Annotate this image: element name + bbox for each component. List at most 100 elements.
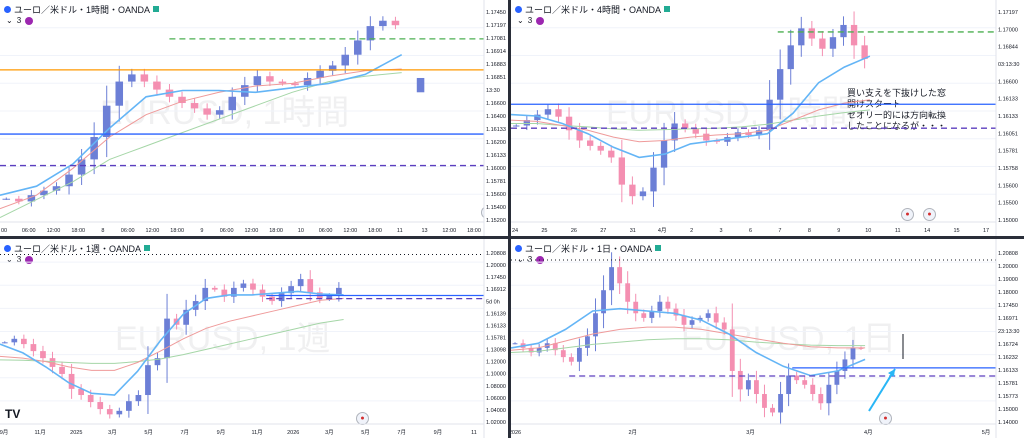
y-tick-label: 1.15781 bbox=[998, 149, 1018, 155]
candle bbox=[587, 140, 594, 146]
x-tick-label: 18:00 bbox=[269, 228, 283, 234]
chart-pane-1w[interactable]: EURUSD, 1週 ユーロ／米ドル・1週・OANDA ⌄ 3 TV ● 1.2… bbox=[0, 239, 508, 438]
x-tick-label: 12:00 bbox=[146, 228, 160, 234]
indicator-badge-icon[interactable] bbox=[25, 255, 34, 264]
candle bbox=[354, 40, 362, 55]
candle bbox=[303, 77, 312, 86]
candle bbox=[850, 24, 858, 46]
chevron-down-icon[interactable]: ⌄ bbox=[6, 255, 13, 264]
x-tick-label: 11 bbox=[895, 228, 901, 234]
chevron-down-icon[interactable]: ⌄ bbox=[517, 16, 524, 25]
y-tick-label: 1.20808 bbox=[486, 251, 506, 257]
indicator-badge-icon[interactable] bbox=[536, 255, 545, 264]
y-tick-label: 1.15781 bbox=[486, 179, 506, 185]
chart-canvas: 1.20808 1.20000 1.17450 1.16912 5d 0h 1.16139… bbox=[0, 239, 508, 438]
ema-slow-line bbox=[0, 72, 402, 218]
candle bbox=[135, 395, 142, 402]
economic-event-icon[interactable]: ● bbox=[901, 208, 914, 221]
candle bbox=[585, 336, 590, 348]
x-tick-label: 18:00 bbox=[170, 228, 184, 234]
y-tick-label: 1.17197 bbox=[486, 23, 506, 29]
x-tick-label: 2025 bbox=[70, 430, 82, 436]
x-tick-label: 17 bbox=[983, 228, 989, 234]
indicator-badge-icon[interactable] bbox=[25, 16, 34, 25]
candle bbox=[241, 85, 249, 97]
candle bbox=[366, 26, 375, 41]
chart-header[interactable]: ユーロ／米ドル・1日・OANDA bbox=[515, 242, 662, 254]
candle bbox=[528, 347, 534, 353]
x-tick-label: 7 bbox=[778, 228, 781, 234]
replay-flag-icon[interactable] bbox=[144, 245, 151, 251]
ema-mid-line bbox=[511, 326, 866, 351]
candle bbox=[68, 373, 75, 389]
x-tick-label: 9 bbox=[200, 228, 203, 234]
indicator-toggle[interactable]: ⌄ 3 bbox=[6, 16, 34, 25]
x-tick-label: 7月 bbox=[180, 429, 189, 436]
candle bbox=[128, 74, 136, 82]
candle bbox=[231, 287, 237, 297]
x-tick-label: 2026 bbox=[511, 430, 521, 436]
candle bbox=[568, 357, 574, 362]
replay-flag-icon[interactable] bbox=[153, 6, 160, 12]
y-tick-label: 1.16883 bbox=[486, 62, 506, 68]
chevron-down-icon[interactable]: ⌄ bbox=[6, 16, 13, 25]
candle bbox=[826, 384, 832, 404]
chart-title[interactable]: ユーロ／米ドル・1日・OANDA bbox=[525, 243, 653, 254]
chart-pane-4h[interactable]: EURUSD, 4時間 ユーロ／米ドル・4時間・OANDA ⌄ 3 買い支えを下… bbox=[511, 0, 1024, 236]
chart-header[interactable]: ユーロ／米ドル・4時間・OANDA bbox=[515, 3, 671, 15]
chart-title[interactable]: ユーロ／米ドル・1週・OANDA bbox=[14, 243, 142, 254]
candle bbox=[106, 409, 113, 415]
candle bbox=[729, 329, 735, 371]
chart-header[interactable]: ユーロ／米ドル・1週・OANDA bbox=[4, 242, 151, 254]
y-tick-label: 1.15781 bbox=[998, 381, 1018, 387]
replay-flag-icon[interactable] bbox=[655, 245, 662, 251]
candle bbox=[65, 174, 73, 187]
y-tick-label: 13:30 bbox=[486, 88, 500, 94]
y-tick-label: 1.16133 bbox=[998, 97, 1018, 103]
y-tick-label: 1.16724 bbox=[998, 342, 1018, 348]
pane-divider-vertical[interactable] bbox=[508, 0, 511, 438]
economic-event-icon[interactable]: ● bbox=[923, 208, 936, 221]
candle bbox=[379, 20, 387, 27]
y-tick-label: 1.16133 bbox=[998, 114, 1018, 120]
candle bbox=[705, 313, 711, 318]
x-tick-label: 06:00 bbox=[319, 228, 333, 234]
candle bbox=[211, 287, 218, 290]
ema-mid-line bbox=[0, 68, 402, 210]
chart-title[interactable]: ユーロ／米ドル・1時間・OANDA bbox=[14, 4, 151, 15]
indicator-count: 3 bbox=[16, 255, 22, 264]
candle bbox=[565, 116, 573, 131]
y-tick-label: 1.17450 bbox=[998, 303, 1018, 309]
candle bbox=[328, 65, 337, 71]
indicator-toggle[interactable]: ⌄ 3 bbox=[517, 16, 545, 25]
replay-flag-icon[interactable] bbox=[664, 6, 671, 12]
y-tick-label: 1.20808 bbox=[998, 251, 1018, 257]
y-tick-label: 1.16232 bbox=[998, 355, 1018, 361]
chevron-down-icon[interactable]: ⌄ bbox=[517, 255, 524, 264]
pane-divider-horizontal[interactable] bbox=[0, 236, 1024, 239]
indicator-toggle[interactable]: ⌄ 3 bbox=[6, 255, 34, 264]
tradingview-logo-icon[interactable]: TV bbox=[5, 407, 21, 421]
candle bbox=[802, 380, 808, 385]
candle bbox=[154, 358, 161, 366]
ema-slow-line bbox=[511, 338, 866, 353]
candle bbox=[90, 137, 98, 160]
indicator-badge-icon[interactable] bbox=[536, 16, 545, 25]
chart-title[interactable]: ユーロ／米ドル・4時間・OANDA bbox=[525, 4, 662, 15]
x-tick-label: 26 bbox=[571, 228, 577, 234]
ema-mid-line bbox=[0, 297, 344, 371]
ema-mid-line bbox=[511, 99, 870, 143]
candle bbox=[625, 283, 631, 302]
indicator-toggle[interactable]: ⌄ 3 bbox=[517, 255, 545, 264]
candle bbox=[21, 338, 27, 345]
x-tick-label: 7月 bbox=[397, 429, 406, 436]
chart-header[interactable]: ユーロ／米ドル・1時間・OANDA bbox=[4, 3, 160, 15]
candle bbox=[11, 338, 18, 343]
candle bbox=[601, 290, 606, 314]
y-tick-label: 1.14000 bbox=[998, 420, 1018, 426]
candle bbox=[116, 410, 123, 415]
chart-pane-1h[interactable]: EURUSD, 1時間 ユーロ／米ドル・1時間・OANDA ⌄ 3 ● 1.17… bbox=[0, 0, 508, 236]
chart-pane-1d[interactable]: EURUSD, 1日 ユーロ／米ドル・1日・OANDA ⌄ 3 ● 1.2080… bbox=[511, 239, 1024, 438]
ema-slow-line bbox=[511, 109, 870, 131]
currency-pair-icon bbox=[515, 5, 522, 13]
